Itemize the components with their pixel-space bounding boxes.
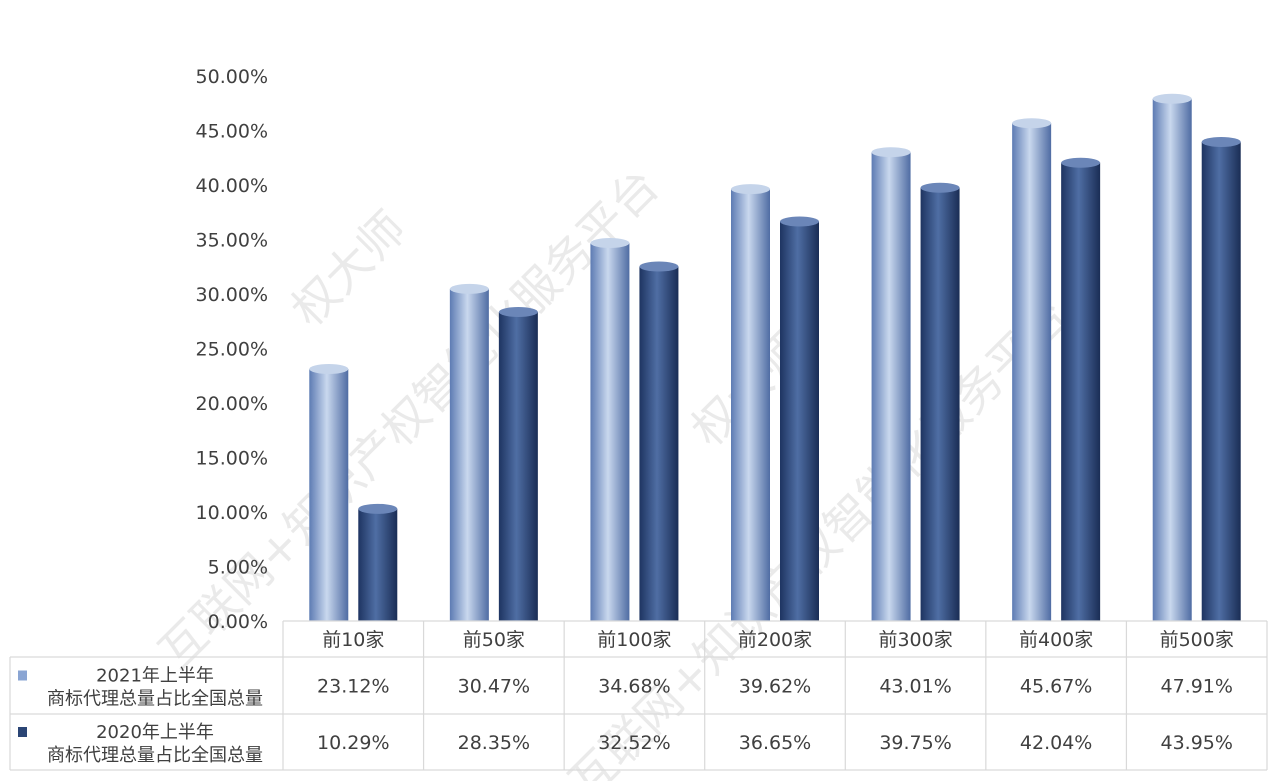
table-cell-value: 30.47% bbox=[458, 676, 530, 698]
bar-body bbox=[449, 288, 489, 621]
y-tick-label: 10.00% bbox=[196, 502, 268, 524]
series-name-line2: 商标代理总量占比全国总量 bbox=[47, 689, 263, 710]
bar-cap bbox=[1201, 136, 1241, 147]
y-tick-label: 0.00% bbox=[208, 611, 268, 633]
bar-cap bbox=[920, 182, 960, 193]
bar-cap bbox=[590, 237, 630, 248]
series-name-line2: 商标代理总量占比全国总量 bbox=[47, 745, 263, 766]
watermark-text: 权大师 bbox=[281, 201, 417, 337]
bar-body bbox=[731, 189, 770, 621]
table-cell-value: 43.95% bbox=[1160, 732, 1232, 754]
bar-body bbox=[1012, 123, 1052, 622]
bar-cap bbox=[639, 261, 679, 272]
y-tick-label: 45.00% bbox=[196, 121, 268, 143]
bar-body bbox=[920, 187, 960, 621]
bars bbox=[309, 93, 1241, 622]
table-cell-value: 32.52% bbox=[598, 732, 670, 754]
table-cell-value: 28.35% bbox=[458, 732, 530, 754]
bar-cap bbox=[449, 283, 489, 294]
bar-2021-2 bbox=[590, 237, 630, 621]
bar-cap bbox=[1152, 93, 1192, 104]
bar-2020-3 bbox=[780, 216, 819, 621]
table-cell-value: 34.68% bbox=[598, 676, 670, 698]
bar-2021-0 bbox=[309, 363, 349, 621]
bar-cap bbox=[309, 363, 349, 374]
bar-body bbox=[780, 221, 819, 621]
bar-body bbox=[1152, 98, 1192, 621]
x-tick-label: 前500家 bbox=[1160, 629, 1234, 651]
x-tick-label: 前200家 bbox=[738, 629, 812, 651]
y-tick-label: 5.00% bbox=[208, 557, 268, 579]
x-tick-label: 前400家 bbox=[1019, 629, 1093, 651]
bar-2020-5 bbox=[1061, 157, 1101, 621]
bar-body bbox=[358, 508, 398, 621]
bar-cap bbox=[780, 216, 819, 227]
y-axis: 0.00% 5.00% 10.00% 15.00% 20.00% 25.00% 30.00%… bbox=[196, 66, 268, 633]
bar-2021-3 bbox=[731, 184, 770, 621]
bar-cap bbox=[498, 306, 538, 317]
bar-body bbox=[871, 152, 911, 622]
y-tick-label: 25.00% bbox=[196, 339, 268, 361]
table-cell-value: 45.67% bbox=[1020, 676, 1092, 698]
bar-body bbox=[1061, 162, 1101, 621]
data-table: 前10家 前50家 前100家 前200家 前300家 前400家 前500家 2021年上半… bbox=[9, 620, 1268, 771]
bar-cap bbox=[1012, 118, 1052, 129]
table-cell-value: 39.62% bbox=[739, 676, 811, 698]
table-cell-value: 10.29% bbox=[317, 732, 389, 754]
bar-body bbox=[639, 266, 679, 621]
x-tick-label: 前50家 bbox=[463, 629, 525, 651]
x-tick-label: 前300家 bbox=[878, 629, 952, 651]
y-tick-label: 20.00% bbox=[196, 393, 268, 415]
series-name-line1: 2021年上半年 bbox=[96, 666, 214, 687]
bar-cap bbox=[1061, 157, 1101, 168]
bar-cap bbox=[358, 503, 398, 514]
bar-2021-1 bbox=[449, 283, 489, 621]
bar-cap bbox=[871, 147, 911, 158]
bar-2020-6 bbox=[1201, 136, 1241, 621]
table-cell-value: 23.12% bbox=[317, 676, 389, 698]
table-cell-value: 42.04% bbox=[1020, 732, 1092, 754]
bar-2021-5 bbox=[1012, 118, 1052, 622]
bar-2020-4 bbox=[920, 182, 960, 621]
table-cell-value: 47.91% bbox=[1160, 676, 1232, 698]
bar-body bbox=[309, 368, 349, 621]
bar-cap bbox=[731, 184, 770, 195]
legend-key bbox=[18, 670, 27, 681]
bar-2021-6 bbox=[1152, 93, 1192, 621]
bar-body bbox=[590, 242, 630, 621]
bar-body bbox=[1201, 141, 1241, 621]
legend-key bbox=[18, 727, 27, 737]
table-cell-value: 36.65% bbox=[739, 732, 811, 754]
y-tick-label: 40.00% bbox=[196, 175, 268, 197]
y-tick-label: 30.00% bbox=[196, 284, 268, 306]
y-tick-label: 50.00% bbox=[196, 66, 268, 88]
y-tick-label: 35.00% bbox=[196, 230, 268, 252]
table-cell-value: 43.01% bbox=[879, 676, 951, 698]
y-tick-label: 15.00% bbox=[196, 448, 268, 470]
table-cell-value: 39.75% bbox=[879, 732, 951, 754]
series-name-line1: 2020年上半年 bbox=[96, 722, 214, 743]
bar-2020-0 bbox=[358, 503, 398, 621]
x-tick-label: 前100家 bbox=[597, 629, 671, 651]
x-tick-label: 前10家 bbox=[322, 629, 384, 651]
bar-body bbox=[498, 311, 538, 621]
bar-2020-1 bbox=[498, 306, 538, 621]
bar-2021-4 bbox=[871, 147, 911, 622]
bar-2020-2 bbox=[639, 261, 679, 621]
